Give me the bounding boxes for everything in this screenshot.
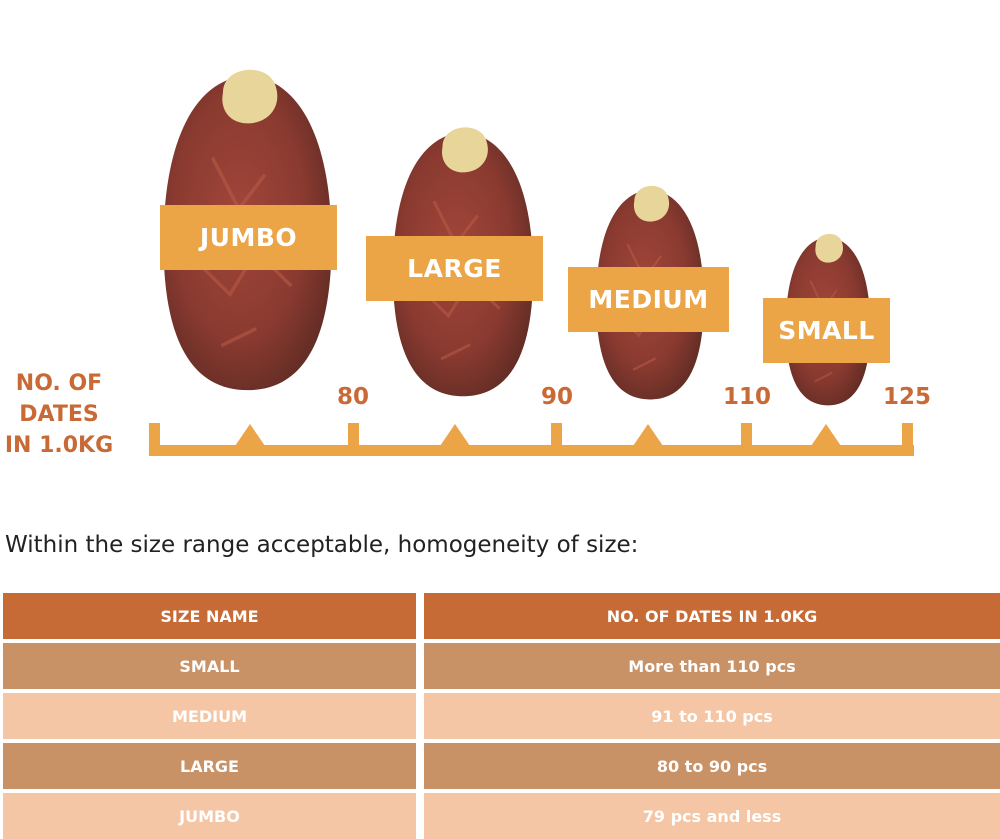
table-cell-size: MEDIUM — [3, 693, 416, 739]
jumbo-label: JUMBO — [160, 205, 337, 270]
axis-tick — [902, 423, 913, 456]
table-cell-size: JUMBO — [3, 793, 416, 839]
axis-baseline — [149, 445, 914, 456]
table-cell-count: 91 to 110 pcs — [424, 693, 1000, 739]
axis-tick — [348, 423, 359, 456]
range-marker-triangle — [235, 424, 265, 446]
table-header-size-name: SIZE NAME — [3, 593, 416, 639]
range-marker-triangle — [440, 424, 470, 446]
axis-tick — [741, 423, 752, 456]
tick-label-90: 90 — [540, 384, 574, 410]
axis-tick — [551, 423, 562, 456]
small-label: SMALL — [763, 298, 890, 363]
table-cell-size: SMALL — [3, 643, 416, 689]
axis-title-line: DATES — [19, 402, 99, 427]
tick-label-125: 125 — [882, 384, 932, 410]
intro-text: Within the size range acceptable, homoge… — [5, 532, 639, 558]
axis-title-line: IN 1.0KG — [4, 433, 114, 458]
tick-label-110: 110 — [722, 384, 772, 410]
medium-label: MEDIUM — [568, 267, 729, 332]
table-cell-size: LARGE — [3, 743, 416, 789]
table-cell-count: 79 pcs and less — [424, 793, 1000, 839]
tick-label-80: 80 — [336, 384, 370, 410]
axis-tick — [149, 423, 160, 456]
table-header-count: NO. OF DATES IN 1.0KG — [424, 593, 1000, 639]
axis-title: NO. OF DATES IN 1.0KG — [0, 368, 118, 461]
axis-title-line: NO. OF — [15, 371, 103, 396]
table-cell-count: More than 110 pcs — [424, 643, 1000, 689]
large-label: LARGE — [366, 236, 543, 301]
range-marker-triangle — [811, 424, 841, 446]
range-marker-triangle — [633, 424, 663, 446]
table-cell-count: 80 to 90 pcs — [424, 743, 1000, 789]
